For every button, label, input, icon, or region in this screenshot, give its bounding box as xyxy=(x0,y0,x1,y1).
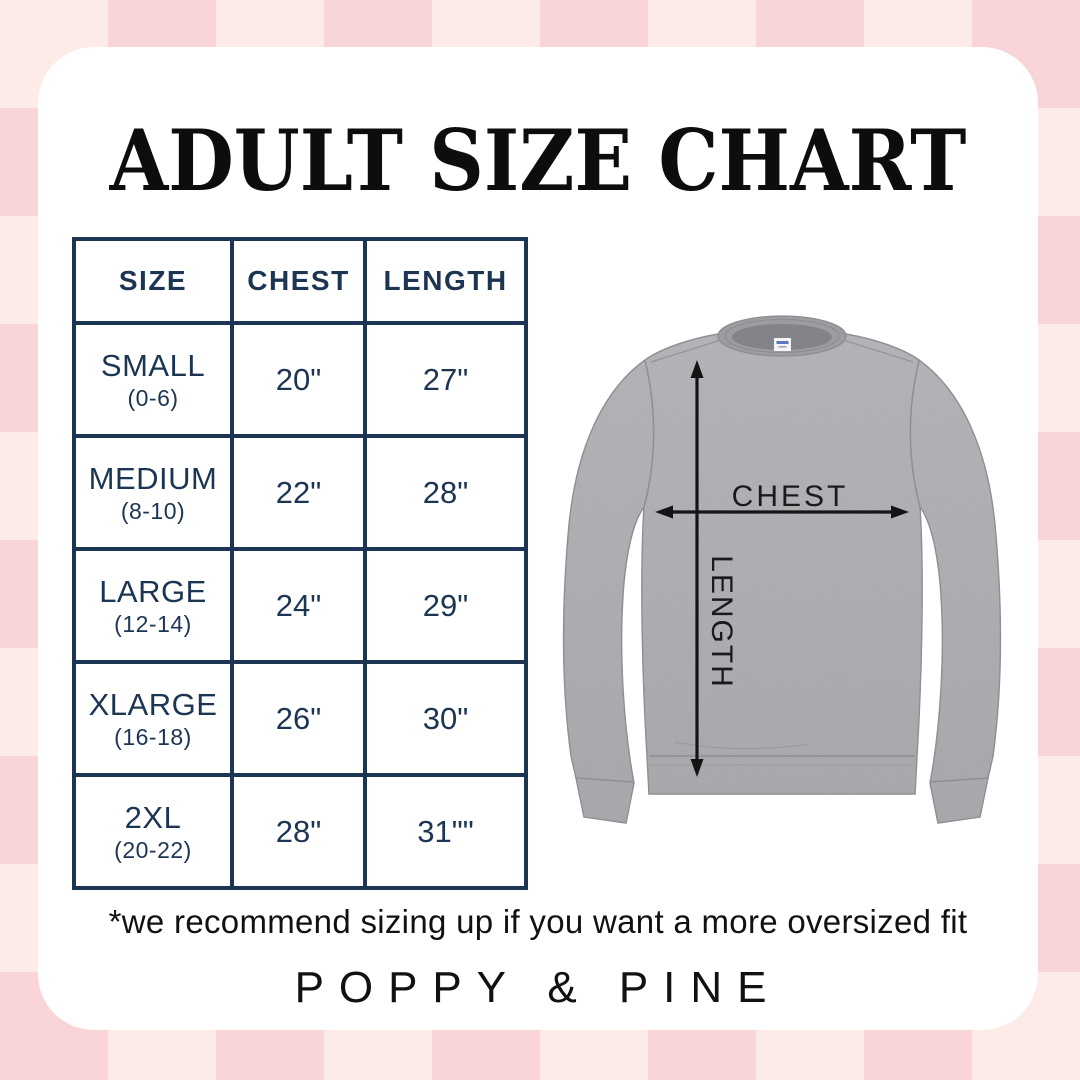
sweatshirt-image xyxy=(562,315,1002,824)
table-row: MEDIUM (8-10) 22" 28" xyxy=(72,434,528,551)
length-cell: 28" xyxy=(363,434,528,551)
table-row: LARGE (12-14) 24" 29" xyxy=(72,547,528,664)
chest-cell: 28" xyxy=(230,773,367,890)
length-cell: 30" xyxy=(363,660,528,777)
size-range: (12-14) xyxy=(114,610,192,637)
size-cell: LARGE (12-14) xyxy=(72,547,234,664)
table-header-row: SIZE CHEST LENGTH xyxy=(72,237,528,325)
brand-name: POPPY & PINE xyxy=(294,963,782,1012)
chest-arrow-label: CHEST xyxy=(731,480,849,513)
table-row: XLARGE (16-18) 26" 30" xyxy=(72,660,528,777)
length-cell: 31"" xyxy=(363,773,528,890)
header-chest: CHEST xyxy=(230,237,367,325)
header-size: SIZE xyxy=(72,237,234,325)
length-arrow xyxy=(690,360,704,777)
chest-arrow xyxy=(655,505,909,519)
size-name: MEDIUM xyxy=(88,461,218,497)
garment xyxy=(562,315,1002,824)
chest-cell: 26" xyxy=(230,660,367,777)
size-cell: XLARGE (16-18) xyxy=(72,660,234,777)
size-chart-card: ADULT SIZE CHART SIZE CHEST LENGTH SMALL… xyxy=(38,47,1038,1030)
chest-cell: 20" xyxy=(230,321,367,438)
chest-cell: 24" xyxy=(230,547,367,664)
page-title: ADULT SIZE CHART xyxy=(109,111,967,210)
chest-cell: 22" xyxy=(230,434,367,551)
size-name: SMALL xyxy=(100,348,206,384)
table-row: 2XL (20-22) 28" 31"" xyxy=(72,773,528,890)
size-cell: MEDIUM (8-10) xyxy=(72,434,234,551)
size-name: 2XL xyxy=(124,800,182,836)
size-table: SIZE CHEST LENGTH SMALL (0-6) 20" 27" ME… xyxy=(72,237,528,890)
length-cell: 29" xyxy=(363,547,528,664)
length-arrow-label: LENGTH xyxy=(705,555,738,689)
size-cell: SMALL (0-6) xyxy=(72,321,234,438)
size-range: (20-22) xyxy=(114,836,192,863)
measurement-arrows xyxy=(655,360,909,777)
size-range: (8-10) xyxy=(120,497,186,524)
neck-tag xyxy=(774,338,791,351)
size-cell: 2XL (20-22) xyxy=(72,773,234,890)
collar xyxy=(717,315,847,357)
table-row: SMALL (0-6) 20" 27" xyxy=(72,321,528,438)
size-name: LARGE xyxy=(99,574,207,610)
size-name: XLARGE xyxy=(88,687,218,723)
sweatshirt-diagram: CHEST LENGTH xyxy=(555,310,1025,850)
header-length: LENGTH xyxy=(363,237,528,325)
length-cell: 27" xyxy=(363,321,528,438)
sizing-footnote: *we recommend sizing up if you want a mo… xyxy=(108,903,968,940)
size-range: (16-18) xyxy=(114,723,192,750)
size-range: (0-6) xyxy=(127,384,179,411)
